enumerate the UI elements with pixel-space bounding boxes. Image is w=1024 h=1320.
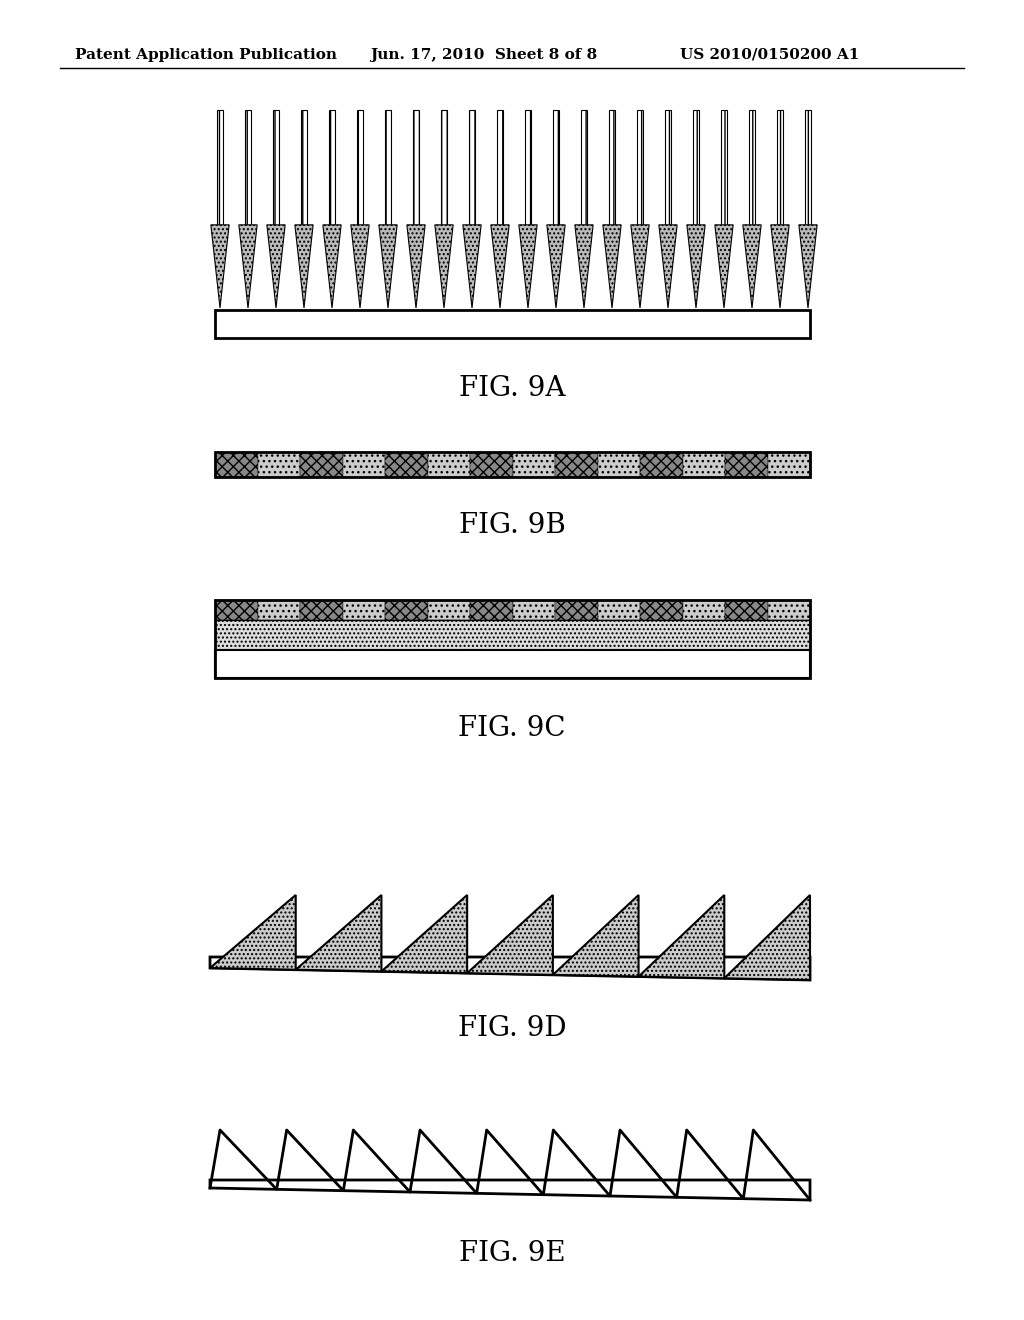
- Polygon shape: [771, 224, 790, 308]
- Bar: [637, 110, 643, 224]
- Bar: [330, 110, 335, 224]
- Bar: [609, 110, 614, 224]
- Bar: [750, 110, 755, 224]
- Polygon shape: [519, 224, 538, 308]
- Bar: [215, 601, 810, 678]
- Text: Jun. 17, 2010  Sheet 8 of 8: Jun. 17, 2010 Sheet 8 of 8: [370, 48, 597, 62]
- Text: FIG. 9C: FIG. 9C: [459, 715, 565, 742]
- Polygon shape: [574, 224, 593, 308]
- Bar: [597, 601, 640, 620]
- Polygon shape: [687, 224, 706, 308]
- Bar: [525, 110, 530, 224]
- Bar: [725, 451, 768, 477]
- Bar: [470, 451, 512, 477]
- Polygon shape: [467, 895, 553, 975]
- Bar: [683, 451, 725, 477]
- Polygon shape: [407, 224, 425, 308]
- Text: FIG. 9A: FIG. 9A: [459, 375, 565, 403]
- Bar: [215, 601, 257, 620]
- Polygon shape: [639, 895, 724, 978]
- Bar: [683, 601, 725, 620]
- Bar: [582, 110, 587, 224]
- Polygon shape: [603, 224, 622, 308]
- Bar: [215, 451, 257, 477]
- Polygon shape: [658, 224, 677, 308]
- Text: FIG. 9B: FIG. 9B: [459, 512, 565, 539]
- Bar: [512, 451, 555, 477]
- Polygon shape: [715, 224, 733, 308]
- Polygon shape: [381, 895, 467, 973]
- Polygon shape: [210, 957, 810, 979]
- Bar: [215, 310, 810, 338]
- Text: FIG. 9D: FIG. 9D: [458, 1015, 566, 1041]
- Bar: [512, 601, 555, 620]
- Bar: [300, 451, 342, 477]
- Bar: [725, 601, 768, 620]
- Bar: [357, 110, 362, 224]
- Polygon shape: [724, 895, 810, 979]
- Polygon shape: [210, 895, 296, 970]
- Polygon shape: [547, 224, 565, 308]
- Bar: [414, 110, 419, 224]
- Bar: [257, 451, 300, 477]
- Polygon shape: [553, 895, 639, 977]
- Bar: [385, 601, 427, 620]
- Bar: [721, 110, 727, 224]
- Bar: [215, 620, 810, 649]
- Text: FIG. 9E: FIG. 9E: [459, 1239, 565, 1267]
- Bar: [469, 110, 475, 224]
- Bar: [553, 110, 559, 224]
- Bar: [666, 110, 671, 224]
- Bar: [768, 451, 810, 477]
- Polygon shape: [267, 224, 285, 308]
- Polygon shape: [323, 224, 341, 308]
- Polygon shape: [742, 224, 761, 308]
- Text: US 2010/0150200 A1: US 2010/0150200 A1: [680, 48, 859, 62]
- Bar: [427, 451, 470, 477]
- Bar: [342, 451, 385, 477]
- Bar: [555, 451, 597, 477]
- Polygon shape: [296, 895, 381, 972]
- Polygon shape: [239, 224, 257, 308]
- Polygon shape: [295, 224, 313, 308]
- Bar: [246, 110, 251, 224]
- Bar: [768, 601, 810, 620]
- Bar: [498, 110, 503, 224]
- Polygon shape: [463, 224, 481, 308]
- Polygon shape: [211, 224, 229, 308]
- Bar: [470, 601, 512, 620]
- Bar: [301, 110, 307, 224]
- Bar: [217, 110, 222, 224]
- Bar: [342, 601, 385, 620]
- Bar: [385, 110, 391, 224]
- Bar: [597, 451, 640, 477]
- Bar: [427, 601, 470, 620]
- Polygon shape: [435, 224, 454, 308]
- Bar: [640, 451, 683, 477]
- Bar: [215, 451, 810, 477]
- Text: Patent Application Publication: Patent Application Publication: [75, 48, 337, 62]
- Polygon shape: [210, 1180, 810, 1200]
- Bar: [640, 601, 683, 620]
- Bar: [555, 601, 597, 620]
- Polygon shape: [631, 224, 649, 308]
- Polygon shape: [379, 224, 397, 308]
- Polygon shape: [490, 224, 509, 308]
- Bar: [300, 601, 342, 620]
- Bar: [215, 649, 810, 678]
- Bar: [805, 110, 811, 224]
- Bar: [257, 601, 300, 620]
- Polygon shape: [351, 224, 369, 308]
- Bar: [777, 110, 782, 224]
- Bar: [385, 451, 427, 477]
- Polygon shape: [799, 224, 817, 308]
- Bar: [441, 110, 446, 224]
- Bar: [273, 110, 279, 224]
- Bar: [693, 110, 698, 224]
